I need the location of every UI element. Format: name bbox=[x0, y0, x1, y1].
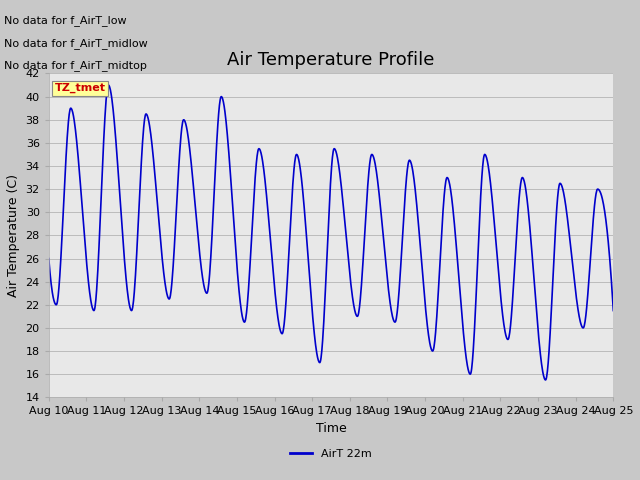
Text: TZ_tmet: TZ_tmet bbox=[54, 83, 106, 94]
Text: No data for f_AirT_midtop: No data for f_AirT_midtop bbox=[4, 60, 147, 72]
X-axis label: Time: Time bbox=[316, 422, 346, 435]
Legend: AirT 22m: AirT 22m bbox=[285, 444, 376, 463]
Text: No data for f_AirT_low: No data for f_AirT_low bbox=[4, 15, 126, 26]
Text: No data for f_AirT_midlow: No data for f_AirT_midlow bbox=[4, 38, 147, 49]
Y-axis label: Air Temperature (C): Air Temperature (C) bbox=[7, 174, 20, 297]
Title: Air Temperature Profile: Air Temperature Profile bbox=[227, 51, 435, 69]
